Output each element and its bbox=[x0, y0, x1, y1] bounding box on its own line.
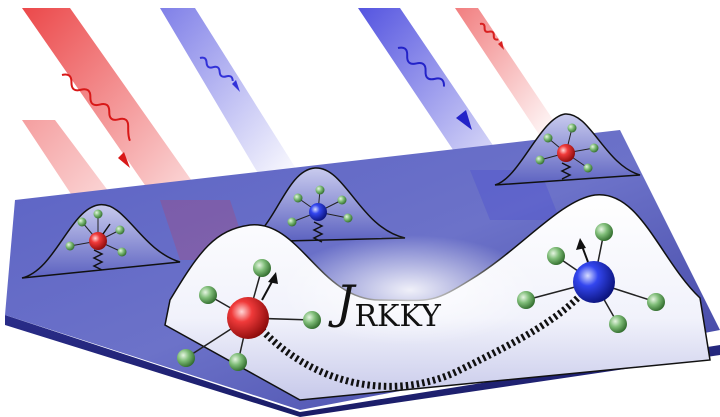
spin-arrow-icon bbox=[581, 245, 589, 263]
molecule-small-left bbox=[65, 209, 127, 271]
ligand bbox=[517, 291, 535, 309]
spring-small-middle bbox=[312, 221, 324, 243]
magnetic-atom-red-small bbox=[557, 144, 575, 162]
rkky-label-subscript: RKKY bbox=[354, 299, 442, 334]
ligand bbox=[115, 225, 125, 235]
ligand bbox=[177, 349, 195, 367]
magnetic-atom-blue-small bbox=[309, 203, 327, 221]
ligand bbox=[609, 315, 627, 333]
ligand bbox=[77, 217, 87, 227]
photon-arrowhead-red-2 bbox=[498, 41, 504, 50]
spring-small-left bbox=[92, 249, 104, 271]
ligand bbox=[343, 213, 353, 223]
wavefunction-bump-middle bbox=[244, 167, 406, 243]
slab-front-face bbox=[5, 315, 720, 417]
ligand bbox=[93, 209, 103, 219]
magnetic-atom-blue-large bbox=[573, 261, 615, 303]
ligand bbox=[315, 185, 325, 195]
ligand bbox=[293, 193, 303, 203]
ligand bbox=[547, 247, 565, 265]
ligand bbox=[647, 293, 665, 311]
ligand bbox=[65, 241, 75, 251]
ligand bbox=[287, 217, 297, 227]
ligand bbox=[303, 311, 321, 329]
magnetic-atom-red-large bbox=[227, 297, 269, 339]
rkky-spring bbox=[259, 282, 593, 390]
ligand bbox=[543, 133, 553, 143]
photon-arrowhead-blue-2 bbox=[456, 110, 472, 130]
molecule-large-blue bbox=[517, 223, 665, 333]
photon-arrowhead-blue-1 bbox=[232, 80, 240, 92]
spin-arrowhead-icon bbox=[576, 238, 586, 250]
ligand bbox=[535, 155, 545, 165]
ligand bbox=[199, 286, 217, 304]
molecule-small-right bbox=[535, 123, 599, 180]
spin-arrowhead-icon bbox=[268, 272, 278, 284]
ligand bbox=[337, 195, 347, 205]
photon-wave-red-1 bbox=[61, 73, 131, 142]
molecule-small-middle bbox=[287, 185, 353, 243]
ligand bbox=[117, 247, 127, 257]
photon-waves bbox=[61, 22, 504, 168]
photon-wave-red-2 bbox=[479, 22, 499, 41]
ligand bbox=[229, 353, 247, 371]
magnetic-atom-red-small bbox=[89, 232, 107, 250]
red-beam-right bbox=[455, 8, 560, 136]
spin-arrow-icon bbox=[102, 223, 111, 235]
ligand bbox=[253, 259, 271, 277]
coupling-glow bbox=[280, 235, 540, 345]
ligand bbox=[595, 223, 613, 241]
photon-wave-blue-1 bbox=[199, 56, 234, 82]
photon-arrowhead-red-1 bbox=[118, 152, 130, 168]
ligand bbox=[583, 163, 593, 173]
blue-beam-left bbox=[160, 8, 300, 180]
photon-wave-blue-2 bbox=[397, 46, 445, 87]
spring-small-right bbox=[560, 162, 572, 180]
molecule-large-red bbox=[177, 259, 321, 371]
ligand bbox=[567, 123, 577, 133]
ligand bbox=[589, 143, 599, 153]
